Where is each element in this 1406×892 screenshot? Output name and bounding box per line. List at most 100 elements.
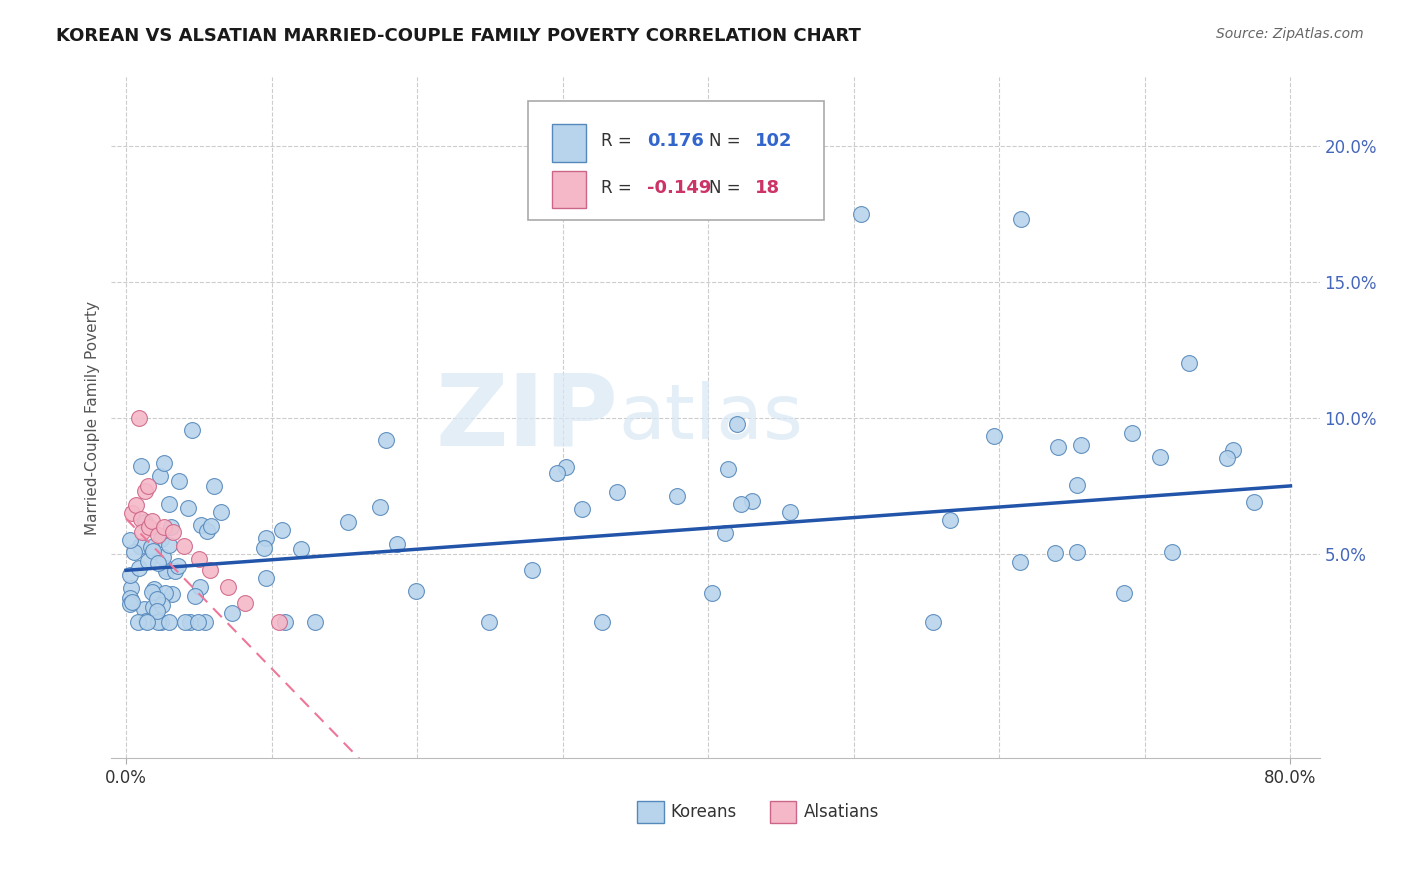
Point	[200, 519, 222, 533]
Point	[153, 520, 176, 534]
Point	[1010, 212, 1032, 227]
Point	[253, 541, 276, 555]
Point	[274, 615, 297, 629]
Point	[127, 615, 149, 629]
Point	[1043, 546, 1066, 560]
Text: R =: R =	[600, 178, 637, 197]
Point	[184, 589, 207, 603]
Point	[173, 539, 195, 553]
Point	[200, 563, 222, 577]
Point	[368, 500, 391, 514]
Point	[146, 604, 169, 618]
Text: ZIP: ZIP	[436, 369, 619, 467]
Point	[136, 479, 159, 493]
Point	[1070, 438, 1092, 452]
Point	[304, 615, 326, 629]
Point	[155, 564, 177, 578]
Point	[1114, 585, 1136, 599]
Point	[1177, 356, 1199, 370]
Point	[217, 580, 239, 594]
Point	[152, 549, 174, 564]
Point	[337, 515, 360, 529]
Point	[120, 597, 142, 611]
Point	[188, 580, 211, 594]
Text: atlas: atlas	[619, 381, 804, 455]
Point	[120, 533, 142, 548]
Point	[152, 456, 174, 470]
Point	[181, 423, 204, 437]
Point	[146, 528, 169, 542]
Point	[666, 489, 689, 503]
Point	[1222, 442, 1244, 457]
Point	[374, 434, 396, 448]
Point	[546, 466, 568, 480]
Point	[150, 615, 173, 629]
Point	[233, 596, 256, 610]
Point	[148, 469, 170, 483]
Point	[1243, 495, 1265, 509]
Text: Source: ZipAtlas.com: Source: ZipAtlas.com	[1216, 27, 1364, 41]
Point	[221, 607, 243, 621]
Point	[160, 519, 183, 533]
Point	[1047, 440, 1070, 454]
Point	[725, 417, 748, 432]
Point	[290, 541, 312, 556]
Point	[120, 581, 142, 595]
Text: Alsatians: Alsatians	[804, 803, 879, 821]
Point	[921, 615, 943, 629]
Point	[1215, 451, 1237, 466]
Point	[138, 520, 160, 534]
Point	[157, 497, 180, 511]
Point	[148, 615, 170, 629]
Point	[555, 459, 578, 474]
Point	[209, 504, 232, 518]
Point	[125, 498, 148, 512]
Point	[162, 525, 184, 540]
Point	[187, 552, 209, 566]
Text: 18: 18	[755, 178, 780, 197]
Point	[120, 567, 142, 582]
Y-axis label: Married-Couple Family Poverty: Married-Couple Family Poverty	[86, 301, 100, 535]
Point	[939, 513, 962, 527]
Point	[522, 563, 544, 577]
Point	[142, 600, 165, 615]
Point	[155, 561, 177, 575]
Bar	[553, 170, 586, 208]
Text: N =: N =	[710, 132, 747, 151]
Point	[202, 479, 225, 493]
Point	[146, 592, 169, 607]
Bar	[637, 801, 664, 823]
Point	[167, 558, 190, 573]
Point	[131, 525, 153, 540]
Point	[606, 484, 628, 499]
Bar	[770, 801, 796, 823]
Point	[136, 554, 159, 568]
Point	[141, 540, 163, 554]
Point	[150, 532, 173, 546]
Point	[129, 459, 152, 474]
Point	[1066, 477, 1088, 491]
Point	[254, 531, 277, 545]
Point	[173, 615, 195, 629]
Point	[141, 514, 163, 528]
Point	[142, 544, 165, 558]
Point	[849, 206, 872, 220]
Point	[270, 523, 292, 537]
Point	[134, 484, 156, 499]
Point	[700, 586, 723, 600]
Point	[141, 584, 163, 599]
Point	[121, 506, 143, 520]
Point	[1161, 545, 1184, 559]
Point	[194, 615, 217, 629]
Text: 102: 102	[755, 132, 793, 151]
Point	[405, 584, 427, 599]
Text: N =: N =	[710, 178, 747, 197]
Text: Koreans: Koreans	[671, 803, 737, 821]
Point	[136, 615, 159, 629]
Point	[129, 539, 152, 553]
Point	[128, 410, 150, 425]
Point	[195, 524, 218, 538]
Text: KOREAN VS ALSATIAN MARRIED-COUPLE FAMILY POVERTY CORRELATION CHART: KOREAN VS ALSATIAN MARRIED-COUPLE FAMILY…	[56, 27, 860, 45]
Point	[714, 526, 737, 541]
Point	[177, 501, 200, 516]
